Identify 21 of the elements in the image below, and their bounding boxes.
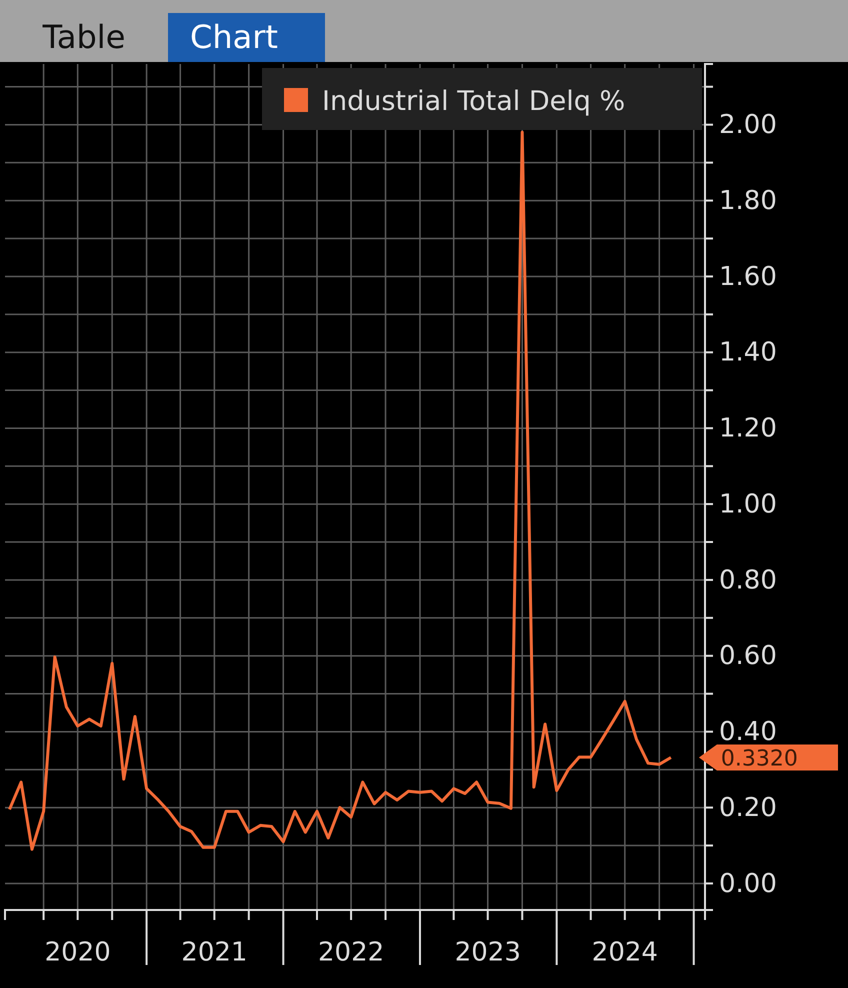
y-tick-label: 0.00: [719, 868, 777, 899]
y-tick-label: 0.80: [719, 565, 777, 596]
y-tick-label: 1.20: [719, 414, 777, 444]
y-tick-label: 1.40: [719, 338, 777, 368]
x-tick-label: 2020: [44, 937, 111, 968]
text: Chart: [190, 18, 278, 56]
x-tick-label: 2024: [592, 937, 658, 968]
y-tick-label: 1.80: [719, 186, 777, 216]
line-series: [8, 130, 672, 851]
x-tick-label: 2021: [181, 937, 248, 968]
y-tick-label: 1.00: [719, 489, 777, 520]
x-tick-label: 2023: [454, 937, 521, 968]
text: Table: [42, 18, 126, 56]
legend-label: Industrial Total Delq %: [322, 86, 626, 117]
annotation: 0.3320: [720, 746, 798, 772]
y-tick-label: 1.60: [719, 262, 777, 292]
x-tick-label: 2022: [318, 937, 384, 968]
y-tick-label: 0.40: [719, 717, 777, 748]
y-tick-label: 2.00: [719, 110, 777, 140]
y-tick-label: 0.60: [719, 641, 777, 672]
y-tick-label: 0.20: [719, 792, 777, 823]
